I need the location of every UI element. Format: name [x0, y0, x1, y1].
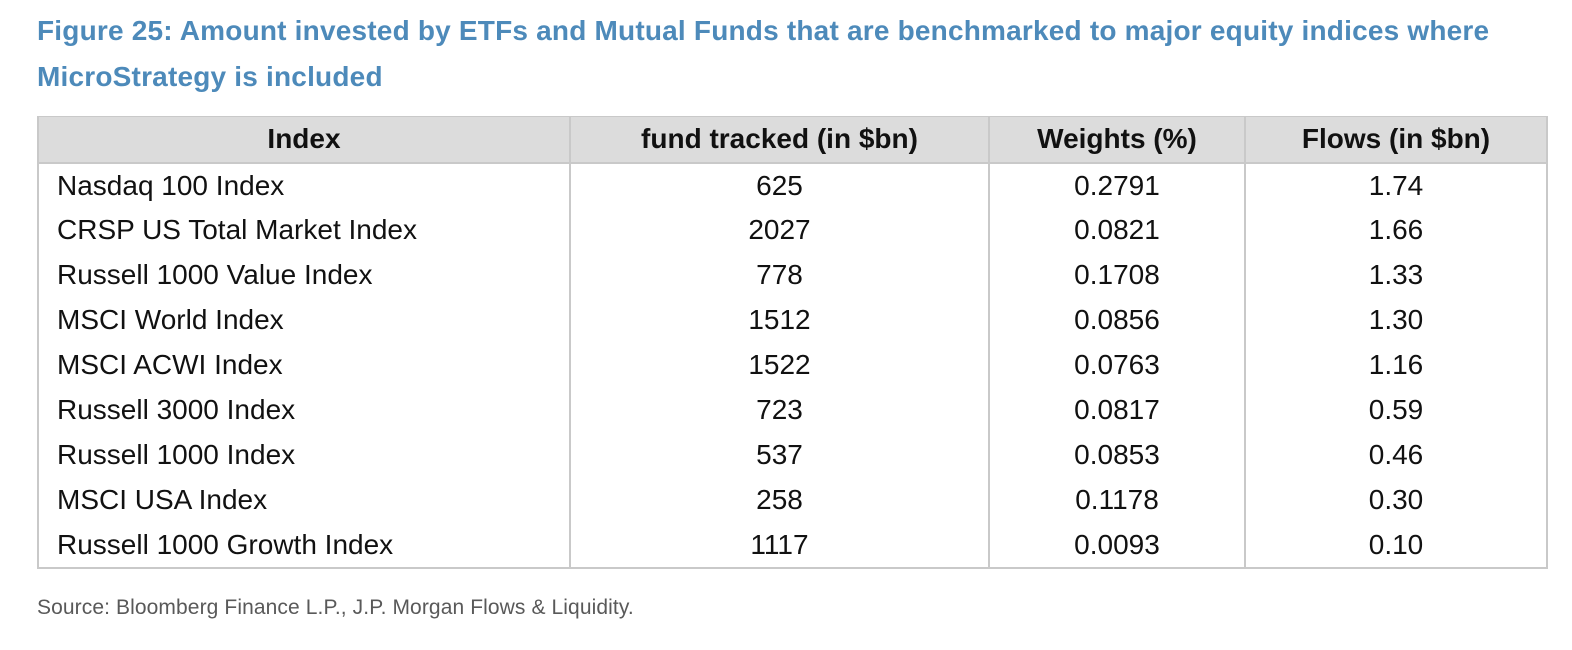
table-row: Russell 3000 Index 723 0.0817 0.59 [37, 387, 1548, 433]
header-cell-index: Index [37, 116, 571, 164]
figure-panel: Figure 25: Amount invested by ETFs and M… [37, 15, 1548, 619]
index-name-cell: MSCI World Index [37, 297, 571, 343]
value-cell: 1.30 [1244, 297, 1548, 343]
header-cell-weights: Weights (%) [988, 116, 1246, 164]
index-name-cell: MSCI ACWI Index [37, 342, 571, 388]
source-note: Source: Bloomberg Finance L.P., J.P. Mor… [37, 595, 634, 619]
index-name-cell: Russell 1000 Growth Index [37, 522, 571, 569]
index-name-cell: Nasdaq 100 Index [37, 162, 571, 208]
value-cell: 1512 [569, 297, 990, 343]
value-cell: 1.66 [1244, 207, 1548, 253]
value-cell: 258 [569, 477, 990, 523]
value-cell: 0.0817 [988, 387, 1246, 433]
value-cell: 0.0856 [988, 297, 1246, 343]
table-row: Russell 1000 Index 537 0.0853 0.46 [37, 432, 1548, 478]
value-cell: 0.2791 [988, 162, 1246, 208]
value-cell: 537 [569, 432, 990, 478]
index-name-cell: Russell 1000 Index [37, 432, 571, 478]
value-cell: 625 [569, 162, 990, 208]
value-cell: 0.0821 [988, 207, 1246, 253]
value-cell: 0.46 [1244, 432, 1548, 478]
value-cell: 1.74 [1244, 162, 1548, 208]
value-cell: 0.10 [1244, 522, 1548, 569]
index-funds-table: Index fund tracked (in $bn) Weights (%) … [37, 116, 1548, 569]
header-cell-fund-tracked: fund tracked (in $bn) [569, 116, 990, 164]
value-cell: 0.0763 [988, 342, 1246, 388]
value-cell: 0.1178 [988, 477, 1246, 523]
value-cell: 1.33 [1244, 252, 1548, 298]
value-cell: 2027 [569, 207, 990, 253]
value-cell: 723 [569, 387, 990, 433]
value-cell: 0.30 [1244, 477, 1548, 523]
index-name-cell: Russell 1000 Value Index [37, 252, 571, 298]
value-cell: 0.0853 [988, 432, 1246, 478]
table-body: Nasdaq 100 Index 625 0.2791 1.74 CRSP US Tot… [37, 162, 1548, 569]
index-name-cell: CRSP US Total Market Index [37, 207, 571, 253]
header-cell-flows: Flows (in $bn) [1244, 116, 1548, 164]
table-row: MSCI World Index 1512 0.0856 1.30 [37, 297, 1548, 343]
index-name-cell: MSCI USA Index [37, 477, 571, 523]
value-cell: 0.59 [1244, 387, 1548, 433]
value-cell: 1.16 [1244, 342, 1548, 388]
table-row: MSCI USA Index 258 0.1178 0.30 [37, 477, 1548, 523]
table-row: Russell 1000 Value Index 778 0.1708 1.33 [37, 252, 1548, 298]
table-row: Russell 1000 Growth Index 1117 0.0093 0.10 [37, 522, 1548, 569]
table-row: CRSP US Total Market Index 2027 0.0821 1.66 [37, 207, 1548, 253]
index-name-cell: Russell 3000 Index [37, 387, 571, 433]
table-header-row: Index fund tracked (in $bn) Weights (%) … [37, 116, 1548, 164]
value-cell: 0.0093 [988, 522, 1246, 569]
value-cell: 778 [569, 252, 990, 298]
table-row: MSCI ACWI Index 1522 0.0763 1.16 [37, 342, 1548, 388]
value-cell: 0.1708 [988, 252, 1246, 298]
table-row: Nasdaq 100 Index 625 0.2791 1.74 [37, 162, 1548, 208]
value-cell: 1522 [569, 342, 990, 388]
table-header: Index fund tracked (in $bn) Weights (%) … [37, 116, 1548, 164]
value-cell: 1117 [569, 522, 990, 569]
figure-title: Figure 25: Amount invested by ETFs and M… [37, 15, 1490, 92]
